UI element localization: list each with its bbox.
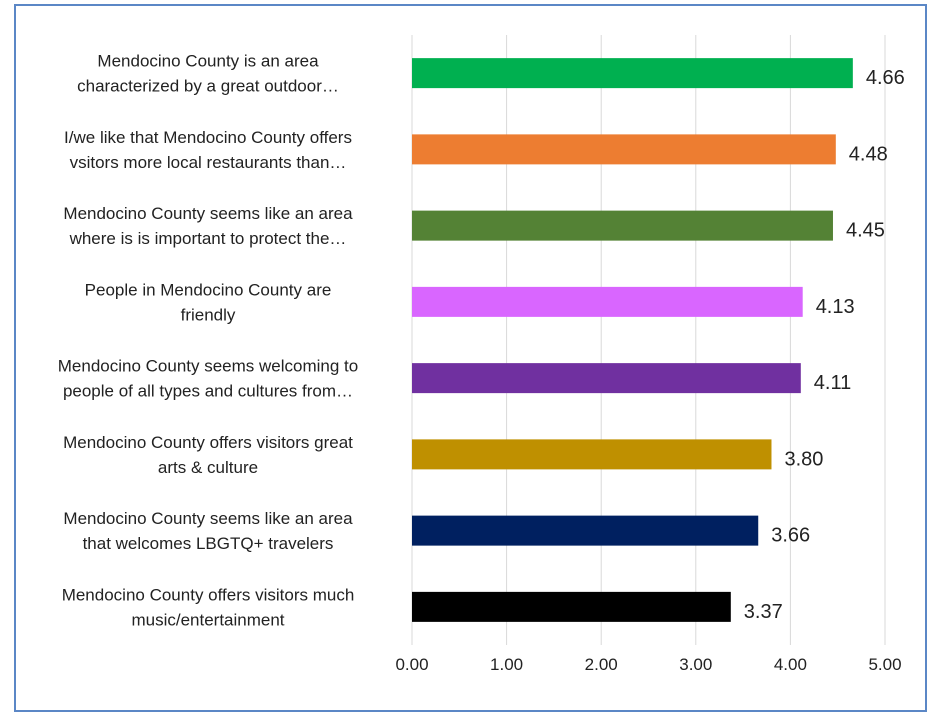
data-label: 4.13 [816, 296, 855, 318]
x-tick-label: 4.00 [774, 655, 807, 674]
category-label: friendly [181, 305, 236, 324]
bar [412, 363, 801, 394]
bar [412, 591, 731, 622]
data-label: 3.80 [784, 448, 823, 470]
bar [412, 286, 803, 317]
category-label: music/entertainment [131, 610, 284, 629]
category-label: I/we like that Mendocino County offers [64, 128, 352, 147]
data-label: 3.37 [744, 601, 783, 623]
bar [412, 515, 759, 546]
x-tick-label: 5.00 [868, 655, 901, 674]
x-tick-label: 2.00 [585, 655, 618, 674]
category-label: Mendocino County offers visitors much [62, 585, 355, 604]
category-label: Mendocino County is an area [97, 52, 319, 71]
data-label: 4.45 [846, 220, 885, 242]
category-label: vsitors more local restaurants than… [70, 153, 347, 172]
category-label: Mendocino County offers visitors great [63, 433, 353, 452]
x-tick-label: 3.00 [679, 655, 712, 674]
bar [412, 134, 836, 165]
category-label: Mendocino County seems like an area [63, 509, 353, 528]
category-label: people of all types and cultures from… [63, 382, 353, 401]
category-label: characterized by a great outdoor… [77, 77, 339, 96]
category-label: where is is important to protect the… [69, 229, 347, 248]
category-label: arts & culture [158, 458, 258, 477]
bar [412, 439, 772, 470]
x-tick-label: 1.00 [490, 655, 523, 674]
data-label: 3.66 [771, 525, 810, 547]
category-label: Mendocino County seems welcoming to [58, 357, 358, 376]
category-label: that welcomes LBGTQ+ travelers [83, 534, 334, 553]
x-tick-label: 0.00 [395, 655, 428, 674]
data-label: 4.11 [814, 372, 851, 394]
category-label: Mendocino County seems like an area [63, 204, 353, 223]
data-label: 4.66 [866, 67, 905, 89]
bar [412, 58, 853, 89]
bar [412, 210, 833, 241]
data-label: 4.48 [849, 143, 888, 165]
category-label: People in Mendocino County are [85, 280, 332, 299]
